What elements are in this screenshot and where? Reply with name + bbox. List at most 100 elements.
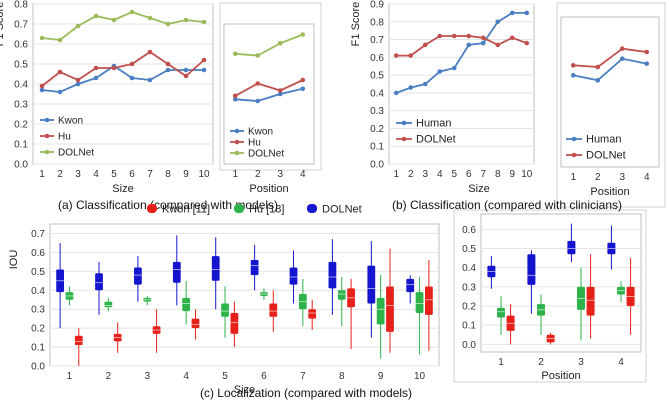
box-hu xyxy=(376,297,385,325)
y-tick-label: 0.0 xyxy=(370,160,384,171)
data-point xyxy=(619,46,625,51)
box-dolnet xyxy=(527,254,536,285)
x-tick-label: 3 xyxy=(144,371,150,382)
data-point xyxy=(75,77,81,83)
x-tick-label: 8 xyxy=(165,169,171,180)
box-hu xyxy=(497,307,505,318)
legend-marker xyxy=(234,139,240,145)
x-tick-label: 8 xyxy=(339,371,345,382)
data-point xyxy=(147,49,153,55)
y-tick-label: 0.1 xyxy=(14,140,28,151)
x-tick-label: 10 xyxy=(521,169,533,180)
x-axis-label: Size xyxy=(468,183,489,195)
panel-a_size: 0.0 0.1 0.2 0.3 0.4 0.5 0.6 0.7 0.8 1 2 3 4 5 6 7 8 9 10 F1… xyxy=(0,0,278,212)
y-tick-label: 0.1 xyxy=(31,343,45,354)
data-point xyxy=(147,77,153,83)
data-point xyxy=(232,93,238,99)
y-tick-label: 0.4 xyxy=(14,80,28,91)
data-point xyxy=(75,23,81,29)
x-tick-label: 7 xyxy=(300,371,306,382)
data-point xyxy=(422,81,428,87)
data-point xyxy=(277,40,283,46)
legend-marker xyxy=(401,120,407,126)
data-point xyxy=(232,96,238,102)
box-hu xyxy=(415,292,424,313)
legend-label: Human xyxy=(416,118,451,130)
data-point xyxy=(300,86,306,92)
x-tick-label: 5 xyxy=(111,169,117,180)
legend-label: DOLNet xyxy=(248,149,284,160)
panel-c_size: 0.0 0.1 0.2 0.3 0.4 0.5 0.6 0.7 1 2 3 4 5 6 7 8 9 10 IOU Si… xyxy=(8,204,440,400)
legend-marker xyxy=(44,133,50,139)
y-tick-label: 0.5 xyxy=(31,267,45,278)
data-point xyxy=(524,10,530,16)
x-tick-label: 8 xyxy=(495,169,501,180)
x-tick-label: 4 xyxy=(644,172,650,183)
data-point xyxy=(644,61,650,66)
data-point xyxy=(201,57,207,63)
y-tick-label: 0.9 xyxy=(370,0,384,11)
series-line-kwon xyxy=(235,87,304,102)
series-line-dolnet xyxy=(396,35,528,57)
x-tick-label: 2 xyxy=(57,169,63,180)
y-axis-label: F1 Score xyxy=(350,2,362,47)
legend-label: DOLNet xyxy=(416,134,456,146)
x-tick-label: 1 xyxy=(393,169,399,180)
panel-caption: (c) Localization (compared with models) xyxy=(200,386,412,400)
x-tick-label: 4 xyxy=(183,371,189,382)
data-point xyxy=(466,42,472,48)
x-tick-label: 2 xyxy=(255,169,261,180)
y-tick-label: 0.8 xyxy=(14,0,28,11)
y-tick-label: 0.0 xyxy=(31,362,45,373)
x-tick-label: 6 xyxy=(129,169,135,180)
data-point xyxy=(39,87,45,93)
box-kwon xyxy=(386,286,394,332)
x-axis-label: Size xyxy=(112,183,133,195)
y-tick-label: 0.3 xyxy=(14,100,28,111)
y-tick-label: 0.5 xyxy=(370,71,384,82)
x-tick-label: 4 xyxy=(93,169,99,180)
x-tick-label: 2 xyxy=(538,357,544,368)
series-line-hu xyxy=(41,50,205,87)
box-kwon xyxy=(586,286,595,316)
y-tick-label: 0.5 xyxy=(462,244,476,255)
y-tick-label: 0.2 xyxy=(462,302,476,313)
series-line-dolnet xyxy=(235,33,304,57)
series-line-dolnet xyxy=(41,11,205,41)
y-tick-label: 0.2 xyxy=(14,120,28,131)
box-dolnet xyxy=(328,261,337,289)
legend-label: Kwon xyxy=(58,116,83,127)
x-tick-label: 7 xyxy=(147,169,153,180)
box-kwon xyxy=(424,286,433,315)
data-point xyxy=(451,65,457,71)
series-line-human xyxy=(395,11,527,94)
data-point xyxy=(183,73,189,79)
legend-marker xyxy=(307,204,317,213)
plot-frame xyxy=(560,16,660,168)
legend-label: DOLNet xyxy=(58,148,94,159)
box-dolnet xyxy=(567,240,576,255)
box-hu xyxy=(221,303,229,317)
data-point xyxy=(165,61,171,67)
x-tick-label: 1 xyxy=(67,371,73,382)
legend-marker xyxy=(44,117,50,123)
x-tick-label: 3 xyxy=(75,169,81,180)
data-point xyxy=(129,75,135,81)
y-tick-label: 0.8 xyxy=(370,17,384,28)
box-kwon xyxy=(308,309,317,319)
x-tick-label: 3 xyxy=(277,169,283,180)
x-tick-label: 3 xyxy=(422,169,428,180)
plot-frame xyxy=(480,213,642,353)
y-tick-label: 0.6 xyxy=(370,53,384,64)
x-tick-label: 2 xyxy=(408,169,414,180)
data-point xyxy=(509,35,515,41)
subfigure-frame xyxy=(556,2,666,208)
x-tick-label: 9 xyxy=(509,169,515,180)
data-point xyxy=(570,73,576,78)
x-tick-label: 4 xyxy=(618,357,624,368)
panel-caption: (b) Classification (compared with clinic… xyxy=(392,198,622,212)
data-point xyxy=(93,13,99,19)
x-tick-label: 1 xyxy=(570,172,576,183)
y-tick-label: 0.4 xyxy=(31,286,45,297)
